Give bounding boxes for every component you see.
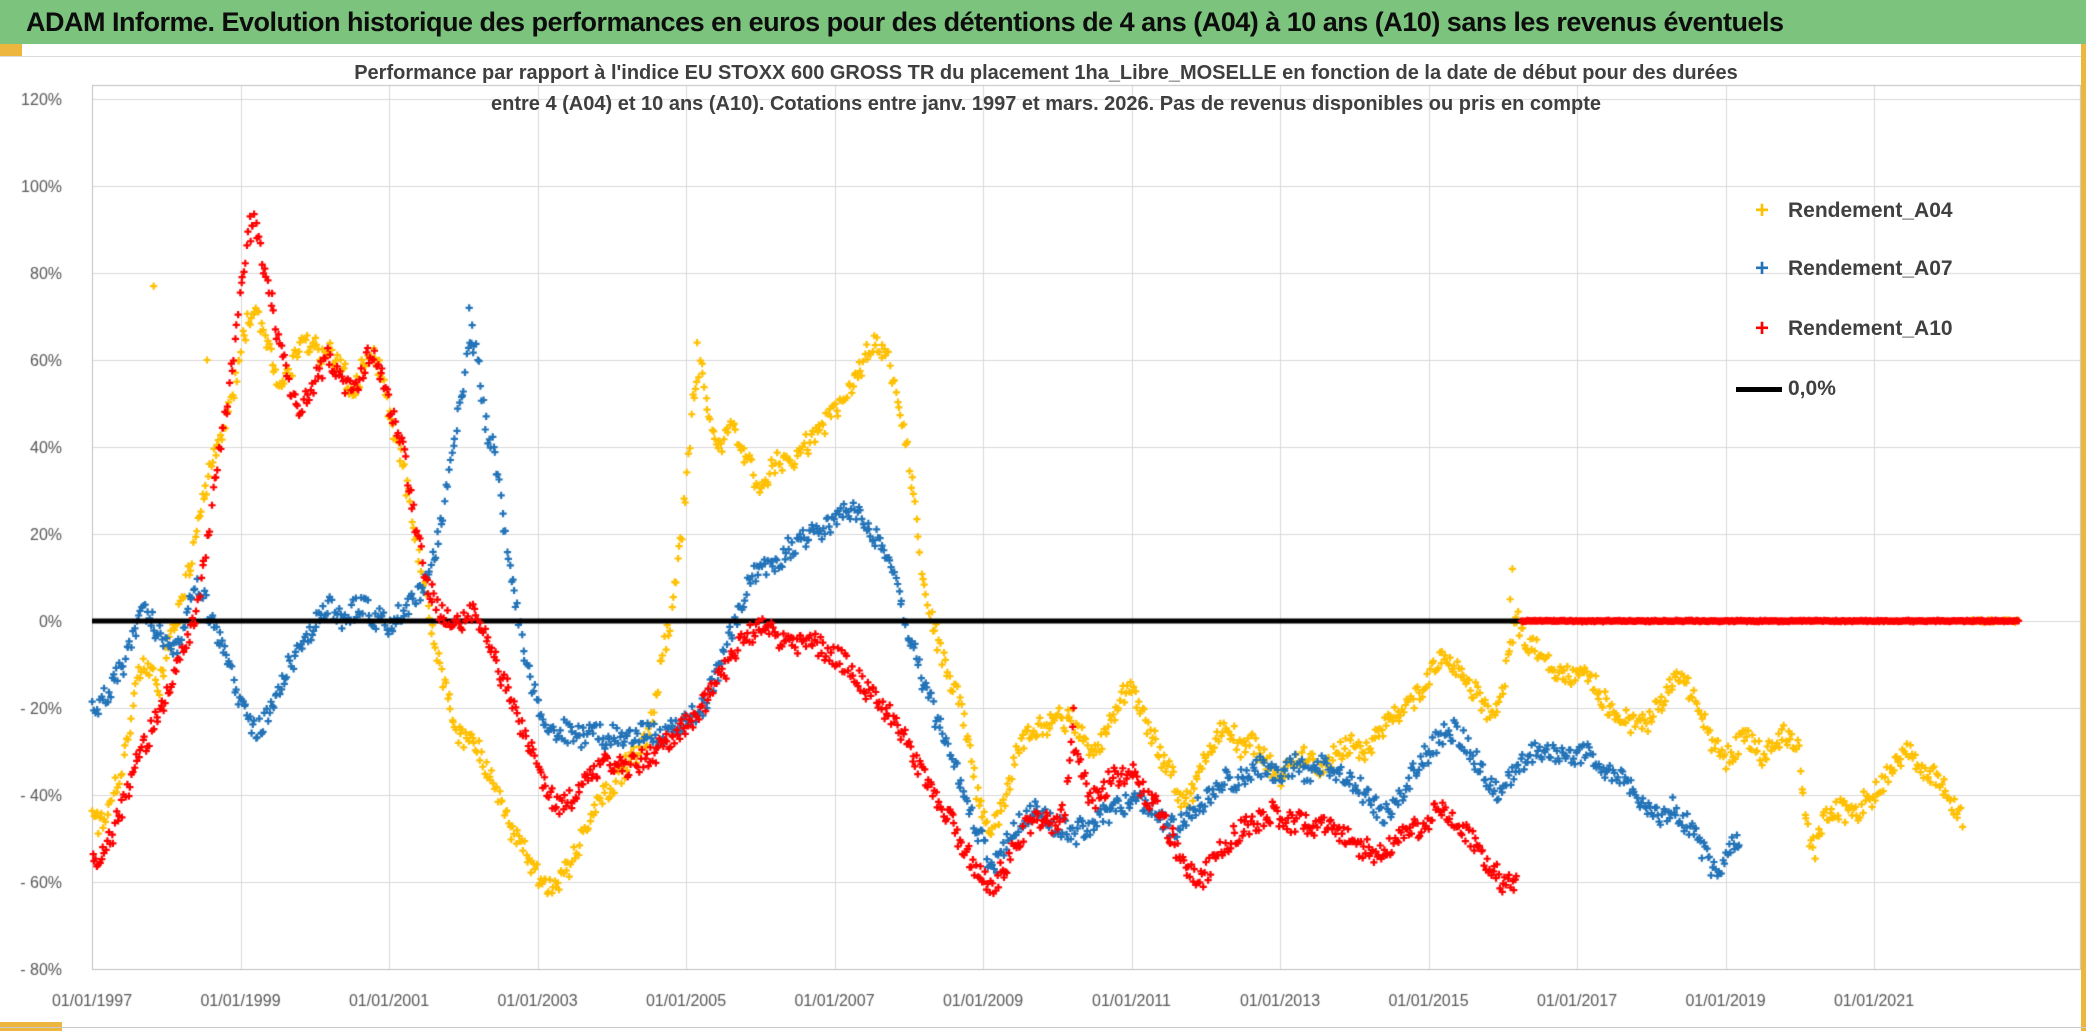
report-title: ADAM Informe. Evolution historique des p… (26, 6, 1784, 37)
chart-title: Performance par rapport à l'indice EU ST… (92, 58, 2000, 120)
chart-title-line2: entre 4 (A04) et 10 ans (A10). Cotations… (490, 93, 1602, 115)
legend-label: Rendement_A04 (1788, 199, 1953, 222)
report-header-banner: ADAM Informe. Evolution historique des p… (0, 0, 2086, 44)
legend-item-a07[interactable]: + Rendement_A07 (1736, 254, 1953, 284)
zero-line-swatch-icon (1736, 386, 1782, 392)
plus-marker-icon: + (1754, 255, 1769, 282)
accent-bar-bottom-left (0, 1022, 62, 1031)
legend-label: Rendement_A07 (1788, 257, 1953, 280)
header-divider-line (0, 56, 2086, 57)
plus-marker-icon: + (1754, 315, 1769, 342)
accent-strip-right (2081, 44, 2086, 1031)
legend-label: 0,0% (1788, 377, 1836, 400)
legend-item-zero-line[interactable]: 0,0% (1736, 374, 1836, 404)
chart-title-line1: Performance par rapport à l'indice EU ST… (354, 62, 1738, 84)
legend-item-a10[interactable]: + Rendement_A10 (1736, 314, 1953, 344)
legend-item-a04[interactable]: + Rendement_A04 (1736, 196, 1953, 226)
accent-square-top-left (0, 44, 22, 57)
legend-label: Rendement_A10 (1788, 317, 1953, 340)
plus-marker-icon: + (1754, 197, 1769, 224)
bottom-border-line (0, 1027, 2086, 1028)
